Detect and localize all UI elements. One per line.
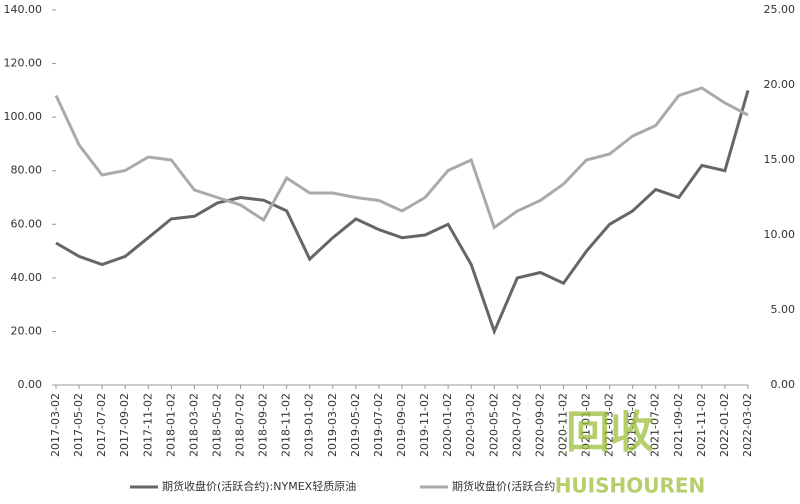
x-tick-label: 2021-09-02 <box>672 393 685 457</box>
x-tick-label: 2021-07-02 <box>649 393 662 457</box>
x-tick-label: 2019-07-02 <box>372 393 385 457</box>
series-line <box>54 86 749 230</box>
x-tick-label: 2020-03-02 <box>464 393 477 457</box>
x-tick-label: 2018-03-02 <box>187 393 200 457</box>
x-tick-label: 2019-01-02 <box>303 393 316 457</box>
x-tick-label: 2019-05-02 <box>349 393 362 457</box>
x-tick-label: 2020-07-02 <box>510 393 523 457</box>
y-tick-label: 120.00 <box>4 57 43 70</box>
x-tick-label: 2017-03-02 <box>49 393 62 457</box>
x-tick-label: 2021-03-02 <box>603 393 616 457</box>
y2-tick-label: 5.00 <box>771 303 796 316</box>
series-line <box>55 89 750 336</box>
y2-tick-label: 25.00 <box>764 3 796 16</box>
x-tick-label: 2018-01-02 <box>164 393 177 457</box>
x-tick-label: 2021-11-02 <box>695 393 708 457</box>
y-tick-label: 80.00 <box>11 164 43 177</box>
y-tick-label: 100.00 <box>4 110 43 123</box>
x-tick-label: 2020-11-02 <box>556 393 569 457</box>
y-tick-label: 20.00 <box>11 324 43 337</box>
x-tick-label: 2020-09-02 <box>533 393 546 457</box>
y2-tick-label: 20.00 <box>764 78 796 91</box>
y-tick-label: 140.00 <box>4 3 43 16</box>
x-tick-label: 2019-11-02 <box>418 393 431 457</box>
x-tick-label: 2019-03-02 <box>326 393 339 457</box>
x-tick-label: 2021-01-02 <box>580 393 593 457</box>
x-tick-label: 2021-05-02 <box>626 393 639 457</box>
y-tick-label: 40.00 <box>11 271 43 284</box>
x-tick-label: 2018-05-02 <box>210 393 223 457</box>
y2-tick-label: 0.00 <box>771 378 796 391</box>
plot: 0.00 20.00 40.00 60.00 80.00 100.00 120.00 140.… <box>4 3 796 493</box>
x-tick-label: 2022-01-02 <box>718 393 731 457</box>
x-tick-label: 2017-05-02 <box>72 393 85 457</box>
x-tick-label: 2018-09-02 <box>257 393 270 457</box>
y2-tick-label: 10.00 <box>764 228 796 241</box>
x-tick-label: 2017-09-02 <box>118 393 131 457</box>
legend-label: 期货收盘价(活跃合约 <box>452 479 555 493</box>
x-tick-label: 2018-11-02 <box>280 393 293 457</box>
y-tick-label: 0.00 <box>18 378 43 391</box>
y-tick-label: 60.00 <box>11 217 43 230</box>
x-tick-label: 2017-07-02 <box>95 393 108 457</box>
watermark-logo: 回收 <box>566 407 654 458</box>
x-tick-label: 2022-03-02 <box>741 393 754 457</box>
legend-label: 期货收盘价(活跃合约):NYMEX轻质原油 <box>162 479 356 493</box>
x-tick-label: 2017-11-02 <box>141 393 154 457</box>
x-tick-label: 2020-01-02 <box>441 393 454 457</box>
x-tick-label: 2020-05-02 <box>487 393 500 457</box>
watermark-text: HUISHOUREN <box>555 474 706 498</box>
x-tick-label: 2018-07-02 <box>234 393 247 457</box>
x-tick-label: 2019-09-02 <box>395 393 408 457</box>
y2-tick-label: 15.00 <box>764 153 796 166</box>
